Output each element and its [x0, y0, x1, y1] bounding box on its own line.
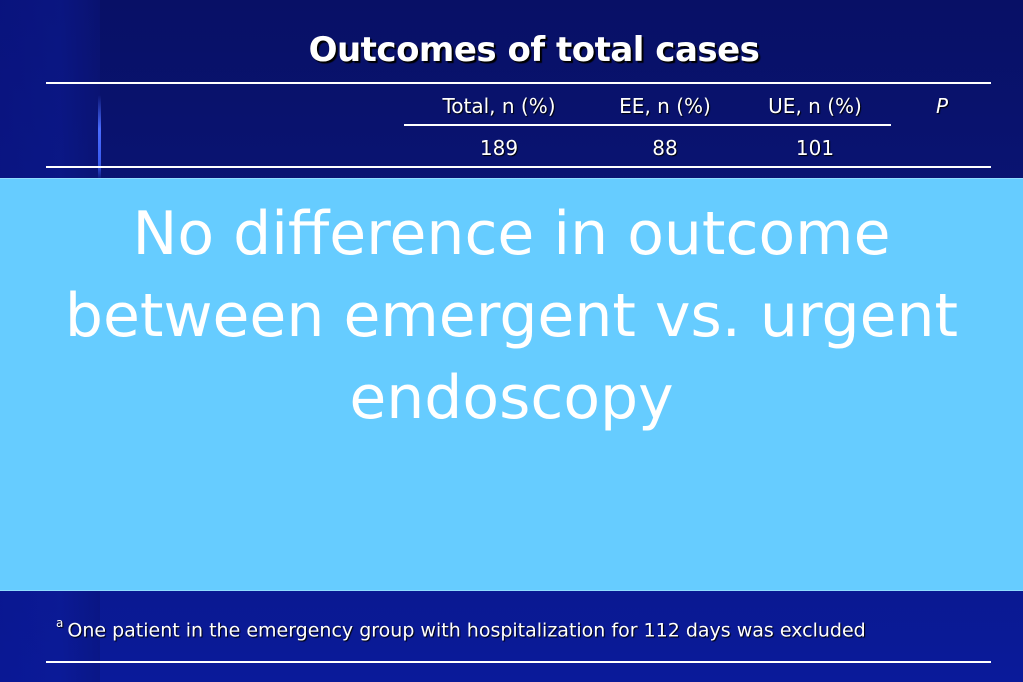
callout-line-2: between emergent vs. urgent	[64, 281, 959, 351]
table-header-underline	[404, 124, 891, 126]
callout-box: No difference in outcome between emergen…	[0, 178, 1023, 591]
cell-ue: 101	[795, 136, 835, 160]
column-header-total: Total, n (%)	[442, 94, 556, 118]
footnote-marker: a	[56, 616, 64, 630]
slide-title: Outcomes of total cases	[308, 30, 760, 70]
table-bottom-rule	[46, 661, 991, 663]
column-header-p: P	[935, 94, 949, 118]
left-accent-line	[98, 95, 101, 180]
table-top-rule	[46, 82, 991, 84]
table-row-rule	[46, 166, 991, 168]
cell-total: 189	[479, 136, 519, 160]
column-header-ue: UE, n (%)	[768, 94, 862, 118]
footnote: a One patient in the emergency group with…	[56, 616, 866, 642]
callout-line-1: No difference in outcome	[132, 199, 891, 269]
cell-ee: 88	[652, 136, 678, 160]
footnote-text: One patient in the emergency group with …	[67, 619, 866, 642]
callout-text: No difference in outcome between emergen…	[0, 193, 1023, 439]
callout-line-3: endoscopy	[349, 363, 674, 433]
column-header-ee: EE, n (%)	[619, 94, 711, 118]
